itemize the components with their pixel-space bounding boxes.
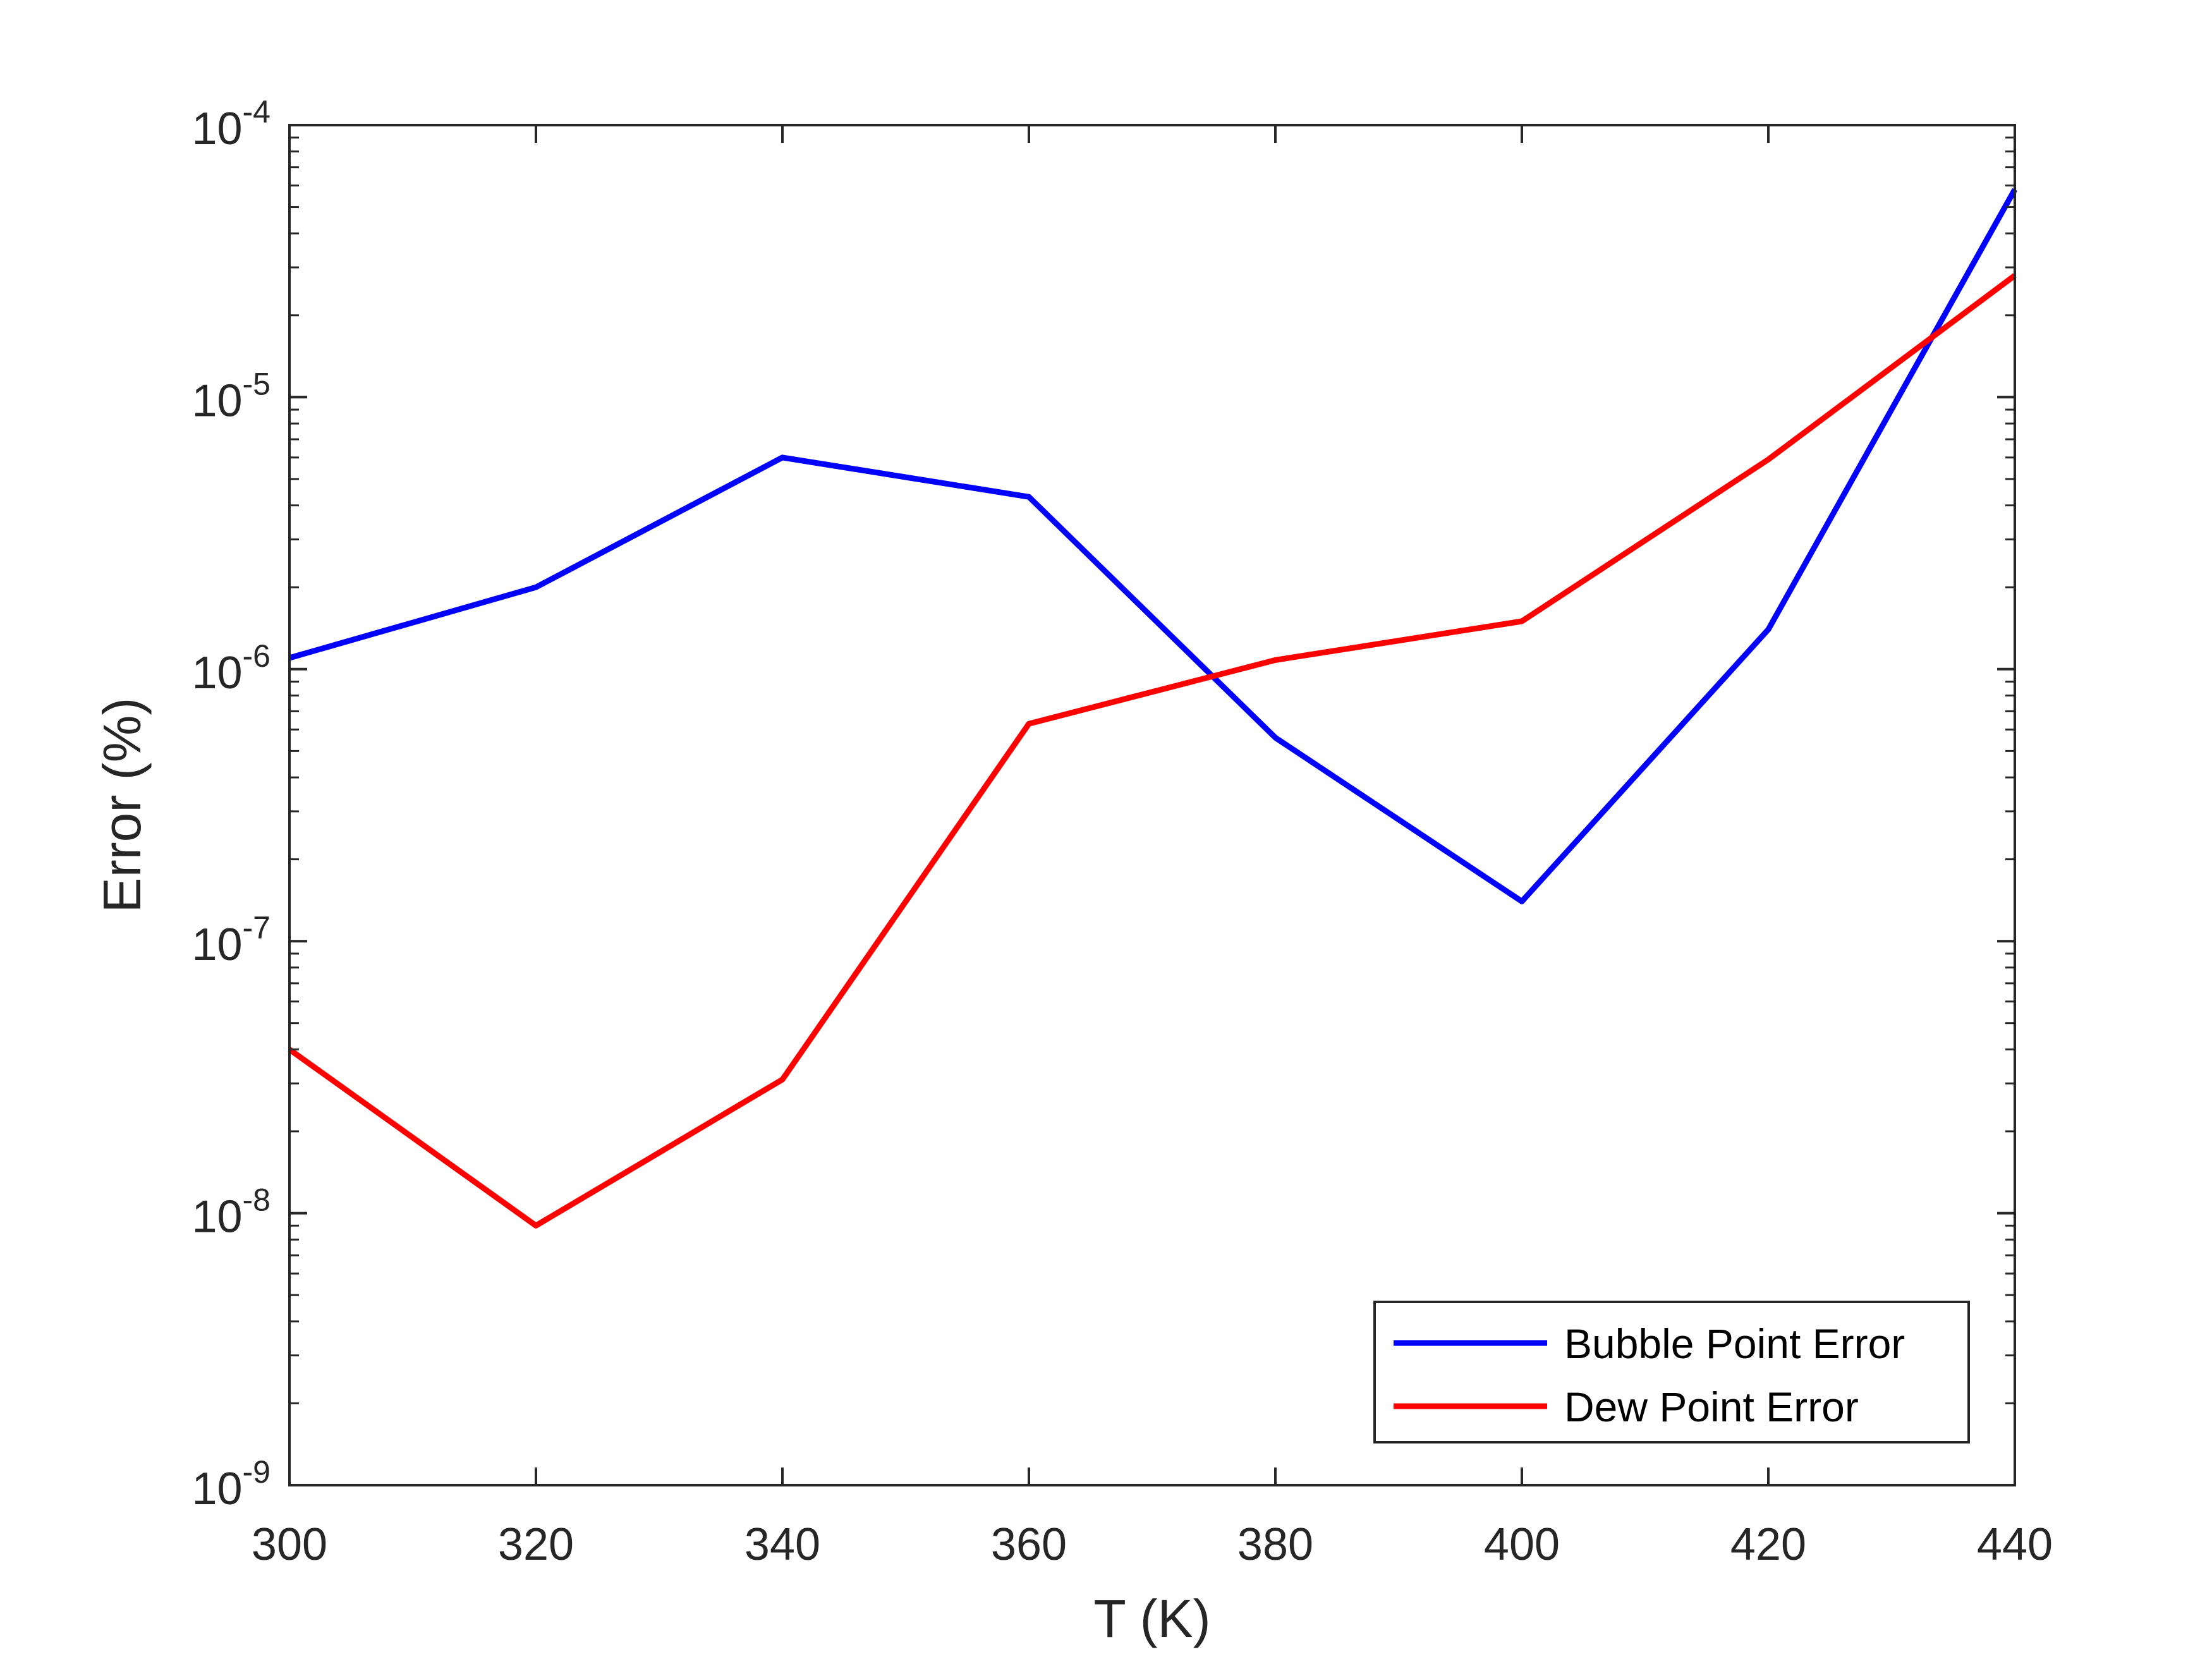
- x-tick-label: 440: [1977, 1519, 2053, 1570]
- x-tick-label: 400: [1484, 1519, 1560, 1570]
- x-tick-label: 380: [1237, 1519, 1313, 1570]
- legend-label: Dew Point Error: [1564, 1383, 1859, 1430]
- y-tick-label: 10-7: [191, 910, 270, 970]
- x-tick-label: 420: [1730, 1519, 1806, 1570]
- x-axis-label: T (K): [1093, 1589, 1210, 1648]
- axes-box: [288, 124, 2016, 1486]
- y-tick-label: 10-8: [191, 1182, 270, 1243]
- y-tick-label: 10-9: [191, 1454, 270, 1514]
- series-layer: [288, 188, 2017, 1229]
- legend-label: Bubble Point Error: [1564, 1320, 1905, 1367]
- y-tick-label: 10-5: [191, 366, 270, 426]
- x-axis-ticks: 300 320 340 360 380 400 420 440: [252, 125, 2053, 1570]
- y-tick-label: 10-6: [191, 638, 270, 698]
- legend-box: [1373, 1301, 1970, 1443]
- x-tick-label: 300: [252, 1519, 327, 1570]
- x-tick-label: 360: [991, 1519, 1067, 1570]
- y-axis-label: Error (%): [92, 698, 152, 913]
- legend: Bubble Point Error Dew Point Error: [1373, 1301, 1970, 1443]
- series-line-bubble-point: [288, 188, 2017, 904]
- x-tick-label: 340: [744, 1519, 820, 1570]
- y-axis-ticks: 10-9 10-8 10-7 10-6 10-5 10-4: [191, 94, 2015, 1514]
- series-line-dew-point: [288, 273, 2017, 1229]
- x-tick-label: 320: [498, 1519, 574, 1570]
- y-tick-label: 10-4: [191, 94, 270, 154]
